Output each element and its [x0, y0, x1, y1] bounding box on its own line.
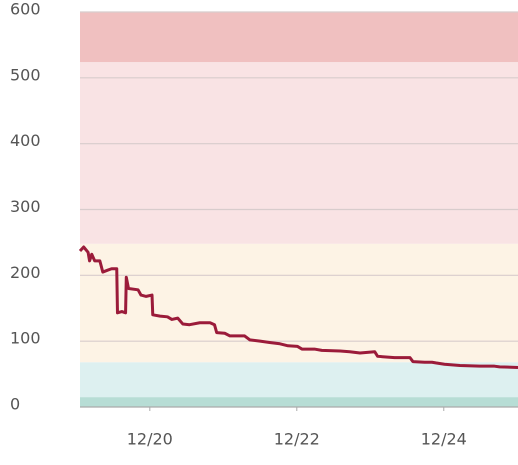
y-tick-label: 600 [10, 0, 41, 19]
x-tick-label: 12/24 [421, 430, 467, 449]
line [78, 245, 518, 369]
y-tick-label: 200 [10, 263, 41, 282]
y-tick-label: 300 [10, 197, 41, 216]
y-tick-label: 400 [10, 131, 41, 150]
x-tick-label: 12/22 [274, 430, 320, 449]
band [80, 397, 518, 407]
y-tick-label: 0 [10, 395, 20, 414]
band [80, 243, 518, 363]
band [80, 362, 518, 398]
band [80, 12, 518, 63]
band [80, 62, 518, 244]
y-tick-label: 100 [10, 329, 41, 348]
x-tick-label: 12/20 [127, 430, 173, 449]
y-tick-label: 500 [10, 65, 41, 84]
